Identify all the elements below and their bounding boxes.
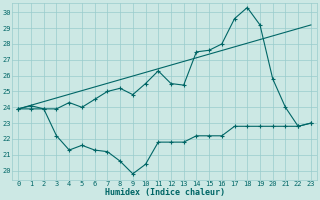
X-axis label: Humidex (Indice chaleur): Humidex (Indice chaleur)	[105, 188, 225, 197]
